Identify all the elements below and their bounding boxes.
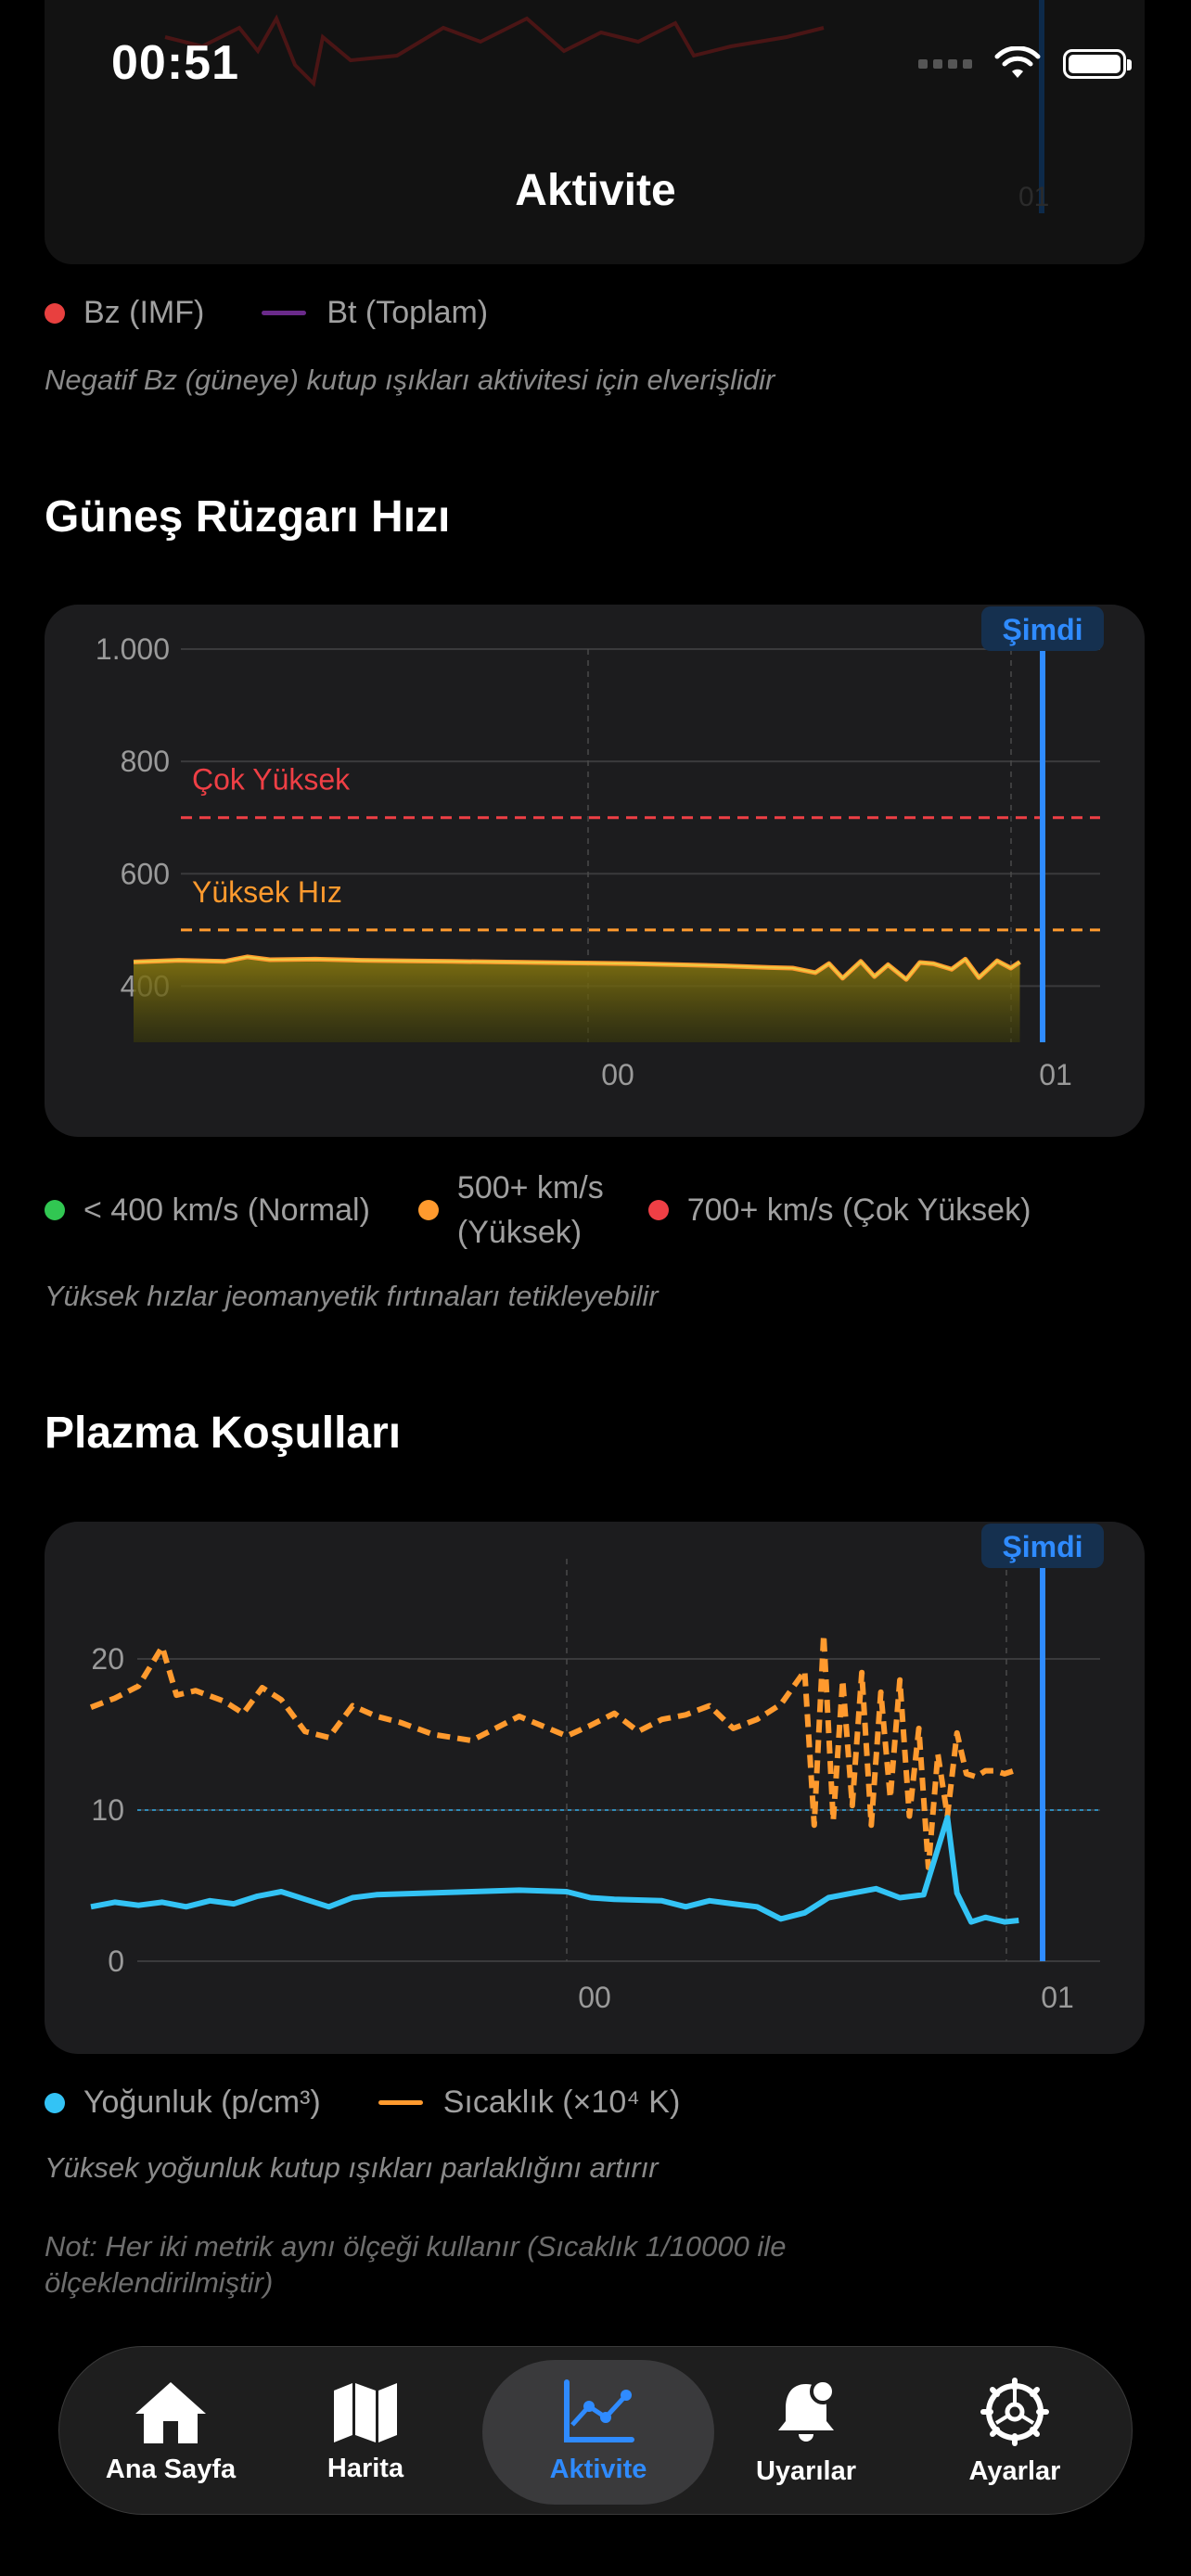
high-legend-label-line2: (Yüksek) bbox=[456, 1215, 583, 1250]
plasma-note: Yüksek yoğunluk kutup ışıkları parlaklığ… bbox=[45, 2151, 659, 2184]
active-tab-highlight bbox=[482, 2360, 714, 2505]
bz-legend-dot bbox=[45, 302, 65, 324]
plasma-now-badge bbox=[981, 1524, 1104, 1568]
page-title: Aktivite bbox=[515, 166, 676, 215]
imf-x-tick: 01 bbox=[1018, 182, 1049, 212]
plasma-chart: 0 10 20 00 01 Şimdi bbox=[89, 1524, 1104, 2014]
battery-icon bbox=[1063, 49, 1132, 79]
solar-wind-legend: < 400 km/s (Normal) 500+ km/s (Yüksek) 7… bbox=[45, 1168, 1158, 1252]
imf-legend: Bz (IMF) Bt (Toplam) bbox=[45, 295, 488, 331]
density-legend-label: Yoğunluk (p/cm³) bbox=[83, 2085, 321, 2120]
speed-now-badge bbox=[981, 606, 1104, 651]
tab-settings[interactable]: Ayarlar bbox=[941, 2347, 1089, 2516]
bz-legend-label: Bz (IMF) bbox=[83, 295, 205, 330]
temperature-legend-line bbox=[378, 2100, 423, 2105]
home-icon bbox=[135, 2381, 206, 2443]
density-line bbox=[90, 1815, 1019, 1925]
solar-wind-note: Yüksek hızlar jeomanyetik fırtınaları te… bbox=[45, 1280, 659, 1312]
normal-legend-dot bbox=[45, 1200, 65, 1220]
solar-wind-title: Güneş Rüzgarı Hızı bbox=[45, 492, 451, 542]
plasma-y-tick: 10 bbox=[91, 1793, 124, 1827]
speed-line-highlight bbox=[133, 955, 1021, 981]
status-time: 00:51 bbox=[111, 36, 239, 90]
status-icons bbox=[918, 46, 1132, 82]
tab-map[interactable]: Harita bbox=[301, 2347, 430, 2516]
imf-chart-card: 01 bbox=[45, 0, 1145, 264]
plasma-x-tick: 01 bbox=[1041, 1981, 1074, 2014]
plasma-x-tick: 00 bbox=[578, 1981, 611, 2014]
speed-now-label: Şimdi bbox=[1002, 613, 1082, 646]
speed-threshold-label: Çok Yüksek bbox=[192, 763, 351, 797]
tab-activity[interactable]: Aktivite bbox=[506, 2347, 691, 2516]
speed-x-tick: 01 bbox=[1039, 1058, 1072, 1091]
speed-y-tick: 1.000 bbox=[96, 632, 170, 666]
plasma-card: 0 10 20 00 01 Şimdi bbox=[45, 1522, 1145, 2054]
bt-legend-label: Bt (Toplam) bbox=[327, 295, 489, 330]
speed-threshold-label: Yüksek Hız bbox=[192, 875, 342, 909]
imf-note: Negatif Bz (güneye) kutup ışıkları aktiv… bbox=[45, 363, 775, 396]
chart-icon bbox=[564, 2378, 634, 2442]
tab-settings-label: Ayarlar bbox=[968, 2455, 1061, 2486]
very-high-legend-label: 700+ km/s (Çok Yüksek) bbox=[686, 1192, 1031, 1228]
plasma-now-label: Şimdi bbox=[1002, 1530, 1082, 1563]
map-icon bbox=[334, 2382, 397, 2442]
tab-alerts-label: Uyarılar bbox=[755, 2455, 856, 2486]
tab-alerts[interactable]: Uyarılar bbox=[723, 2347, 890, 2516]
temperature-legend-label: Sıcaklık (×10⁴ K) bbox=[442, 2085, 681, 2120]
gear-icon bbox=[980, 2377, 1049, 2446]
wifi-icon bbox=[994, 46, 1041, 78]
speed-area bbox=[134, 956, 1020, 1042]
plasma-y-tick: 0 bbox=[108, 1945, 124, 1978]
imf-chart-partial: 01 bbox=[164, 0, 1049, 213]
temperature-line bbox=[89, 1631, 1020, 1870]
tab-map-label: Harita bbox=[327, 2453, 404, 2483]
tab-activity-label: Aktivite bbox=[549, 2454, 647, 2484]
density-legend-dot bbox=[45, 2092, 65, 2113]
plasma-title: Plazma Koşulları bbox=[45, 1409, 402, 1458]
plasma-scale-note: Not: Her iki metrik aynı ölçeği kullanır… bbox=[45, 2230, 787, 2299]
very-high-legend-dot bbox=[647, 1200, 669, 1220]
high-legend-dot bbox=[417, 1200, 439, 1220]
tab-home[interactable]: Ana Sayfa bbox=[87, 2347, 254, 2516]
normal-legend-label: < 400 km/s (Normal) bbox=[83, 1192, 370, 1228]
tab-home-label: Ana Sayfa bbox=[105, 2454, 237, 2484]
tab-bar: Ana Sayfa Harita Aktivite Uyarılar bbox=[58, 2346, 1133, 2515]
bt-legend-line bbox=[262, 311, 307, 315]
bz-line-remnant bbox=[164, 14, 825, 88]
speed-y-tick: 800 bbox=[121, 745, 170, 778]
speed-y-tick: 600 bbox=[121, 857, 170, 890]
bell-icon bbox=[778, 2378, 836, 2442]
cellular-icon bbox=[918, 59, 972, 69]
plasma-y-tick: 20 bbox=[91, 1642, 124, 1676]
high-legend-label: 500+ km/s (Yüksek) bbox=[457, 1166, 604, 1255]
speed-x-tick: 00 bbox=[601, 1058, 634, 1091]
plasma-legend: Yoğunluk (p/cm³) Sıcaklık (×10⁴ K) bbox=[45, 2085, 680, 2121]
high-legend-label-line1: 500+ km/s bbox=[456, 1170, 604, 1205]
